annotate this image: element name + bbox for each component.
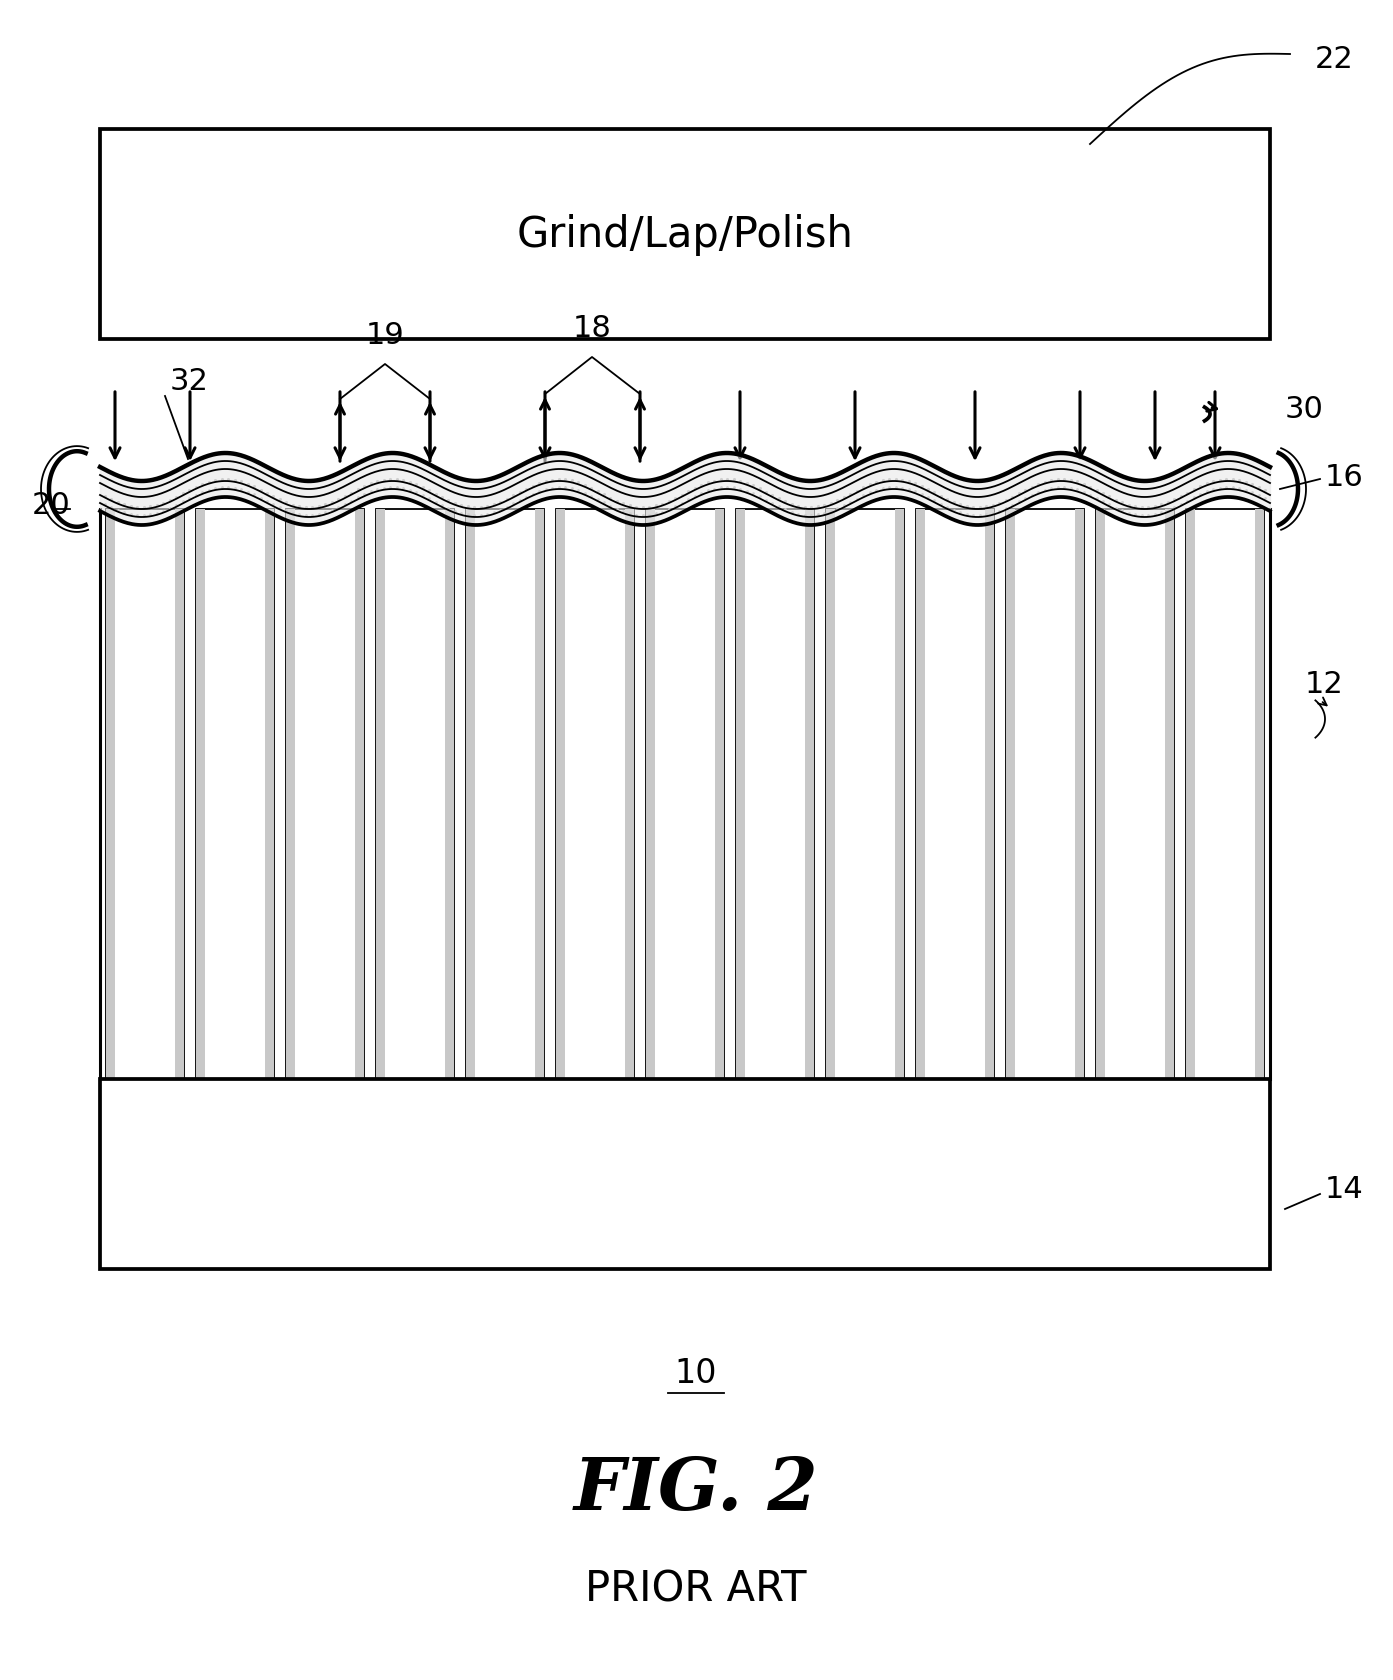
Text: 20: 20: [32, 491, 71, 519]
Bar: [1255, 509, 1265, 1079]
Text: 14: 14: [1325, 1174, 1364, 1205]
Bar: [376, 509, 386, 1079]
Bar: [1096, 509, 1105, 1079]
Bar: [915, 509, 925, 1079]
Bar: [1185, 509, 1265, 1079]
Bar: [286, 509, 295, 1079]
Bar: [805, 509, 814, 1079]
Bar: [646, 509, 655, 1079]
Bar: [100, 1079, 1270, 1270]
Text: 16: 16: [1325, 464, 1364, 492]
Bar: [1185, 509, 1195, 1079]
Text: 19: 19: [365, 321, 404, 349]
Bar: [465, 509, 545, 1079]
Bar: [1006, 509, 1015, 1079]
Bar: [894, 509, 904, 1079]
Bar: [106, 509, 116, 1079]
Text: PRIOR ART: PRIOR ART: [585, 1567, 807, 1609]
Text: 10: 10: [674, 1356, 717, 1389]
Text: 18: 18: [573, 314, 612, 343]
Text: 30: 30: [1284, 395, 1323, 425]
Bar: [736, 509, 745, 1079]
Text: FIG. 2: FIG. 2: [574, 1453, 818, 1524]
Text: Grind/Lap/Polish: Grind/Lap/Polish: [517, 213, 854, 255]
Bar: [444, 509, 454, 1079]
Bar: [376, 509, 454, 1079]
Bar: [646, 509, 724, 1079]
Bar: [535, 509, 545, 1079]
Text: 12: 12: [1305, 670, 1344, 699]
Bar: [465, 509, 475, 1079]
Bar: [286, 509, 364, 1079]
Bar: [715, 509, 724, 1079]
Bar: [556, 509, 634, 1079]
Bar: [355, 509, 364, 1079]
Bar: [174, 509, 184, 1079]
Bar: [1096, 509, 1174, 1079]
Bar: [196, 509, 274, 1079]
Bar: [915, 509, 995, 1079]
Bar: [265, 509, 274, 1079]
Bar: [1006, 509, 1084, 1079]
Bar: [106, 509, 184, 1079]
Text: 32: 32: [170, 368, 209, 396]
Bar: [1075, 509, 1084, 1079]
Bar: [826, 509, 904, 1079]
Bar: [736, 509, 814, 1079]
Bar: [826, 509, 836, 1079]
Bar: [1165, 509, 1174, 1079]
Bar: [985, 509, 995, 1079]
Bar: [624, 509, 634, 1079]
Bar: [100, 129, 1270, 339]
Bar: [556, 509, 566, 1079]
Bar: [196, 509, 205, 1079]
Text: 22: 22: [1315, 45, 1354, 74]
